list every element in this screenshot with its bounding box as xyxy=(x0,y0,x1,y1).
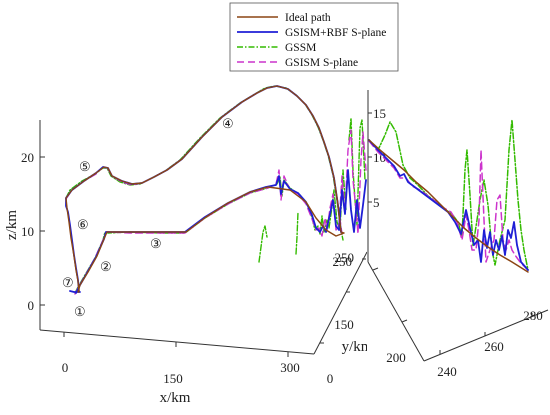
inset-x-tick-label-280: 280 xyxy=(523,308,543,323)
x-tick-label-150: 150 xyxy=(163,371,183,386)
inset-y-tick-250 xyxy=(372,267,379,271)
x-axis-label: x/km xyxy=(160,390,191,406)
z-tick-label-20: 20 xyxy=(21,150,34,165)
inset-series-ideal xyxy=(368,139,529,273)
main-series-gssm xyxy=(74,117,366,294)
segment-marker-6: ⑥ xyxy=(77,217,89,232)
inset-x-axis-line xyxy=(423,309,549,362)
inset-y-tick-200 xyxy=(401,319,408,323)
segment-marker-7: ⑦ xyxy=(62,275,74,290)
main-series-splane xyxy=(74,129,367,295)
y-tick-label-250: 250 xyxy=(335,250,355,265)
main-series-splane-upper xyxy=(65,85,343,235)
z-axis-label: z/km xyxy=(4,210,20,240)
inset-x-tick-label-260: 260 xyxy=(484,339,504,354)
legend-label-rbf: GSISM+RBF S-plane xyxy=(285,27,386,39)
inset-paths xyxy=(368,119,529,273)
x-tick-label-0: 0 xyxy=(62,360,69,375)
segment-marker-5: ⑤ xyxy=(79,159,91,174)
inset-series-rbf xyxy=(368,139,529,271)
legend-label-ideal: Ideal path xyxy=(285,12,331,24)
inset-z-tick-label-5: 5 xyxy=(373,195,380,210)
inset-axes xyxy=(367,90,549,362)
x-tick-label-300: 300 xyxy=(280,360,300,375)
legend-label-gssm: GSSM xyxy=(285,42,316,54)
legend-box xyxy=(229,2,399,72)
main-axes xyxy=(39,120,368,357)
y-tick-label-0: 0 xyxy=(327,371,334,386)
y-axis-line xyxy=(313,251,368,355)
inset-y-axis-line xyxy=(367,261,425,362)
inset-y-tick-label-250: 250 xyxy=(333,254,353,269)
y-tick-label-150: 150 xyxy=(334,317,354,332)
main-paths xyxy=(65,85,367,295)
z-tick-label-10: 10 xyxy=(21,224,34,239)
segment-marker-4: ④ xyxy=(222,116,234,131)
x-axis-line xyxy=(39,329,315,355)
segment-marker-3: ③ xyxy=(150,236,162,251)
legend: Ideal path GSISM+RBF S-plane GSSM GSISM … xyxy=(229,2,399,72)
z-tick-label-0: 0 xyxy=(28,298,35,313)
inset-x-tick-label-240: 240 xyxy=(437,364,457,379)
main-plot: 0 10 20 z/km 0 150 300 x/km 0 150 250 y/… xyxy=(4,85,373,406)
segment-marker-2: ② xyxy=(100,259,112,274)
inset-y-tick-label-200: 200 xyxy=(386,350,406,365)
inset-z-tick-label-15: 15 xyxy=(373,106,386,121)
legend-label-splane: GSISM S-plane xyxy=(285,57,358,69)
segment-marker-1: ① xyxy=(74,304,86,319)
inset-plot: 15 10 5 250 200 240 260 280 xyxy=(333,88,550,379)
main-series-ideal xyxy=(65,85,345,293)
y-axis-label: y/km xyxy=(342,339,373,355)
inset-series-gssm xyxy=(368,119,529,271)
